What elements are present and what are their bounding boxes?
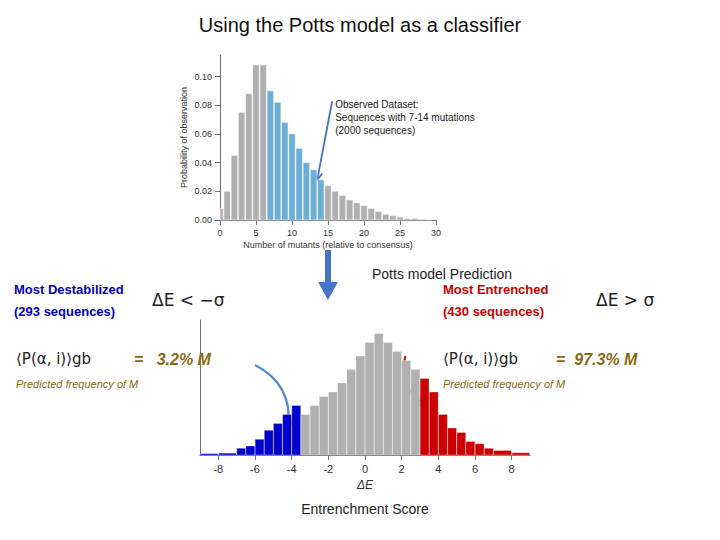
svg-text:25: 25 [395,228,405,238]
svg-text:(293 sequences): (293 sequences) [14,304,115,319]
svg-text:Sequences with 7-14 mutations: Sequences with 7-14 mutations [335,112,475,123]
svg-text:0.08: 0.08 [194,100,212,110]
svg-text:Using the Potts model as a cla: Using the Potts model as a classifier [199,14,522,36]
svg-text:⟨P(α, i)⟩gb: ⟨P(α, i)⟩gb [443,350,518,368]
svg-text:30: 30 [431,228,441,238]
svg-text:Predicted frequency of M: Predicted frequency of M [16,378,139,390]
svg-text:2: 2 [399,463,405,475]
svg-text:-2: -2 [323,463,333,475]
svg-text:0.04: 0.04 [194,158,212,168]
svg-text:Probability of observation: Probability of observation [179,87,189,188]
svg-text:ΔE: ΔE [356,478,374,492]
svg-text:Potts model Prediction: Potts model Prediction [372,266,512,282]
svg-text:6: 6 [472,463,478,475]
svg-text:0: 0 [217,228,222,238]
svg-text:10: 10 [287,228,297,238]
svg-text:0: 0 [362,463,368,475]
svg-text:ΔE < −σ: ΔE < −σ [152,290,225,310]
svg-text:0.00: 0.00 [194,215,212,225]
svg-text:4: 4 [435,463,441,475]
svg-text:15: 15 [323,228,333,238]
svg-text:20: 20 [359,228,369,238]
svg-text:⟨P(α, i)⟩gb: ⟨P(α, i)⟩gb [16,350,91,368]
svg-text:0.06: 0.06 [194,129,212,139]
svg-text:Number of mutants (relative to: Number of mutants (relative to consensus… [243,240,413,250]
svg-text:0.10: 0.10 [194,72,212,82]
svg-text:8: 8 [509,463,515,475]
svg-text:Most Entrenched: Most Entrenched [443,282,549,297]
svg-text:Predicted frequency of M: Predicted frequency of M [443,378,566,390]
svg-text:-4: -4 [287,463,297,475]
svg-text:0.02: 0.02 [194,186,212,196]
svg-text:(2000 sequences): (2000 sequences) [335,125,415,136]
svg-text:Entrenchment Score: Entrenchment Score [301,501,429,517]
svg-text:-6: -6 [250,463,260,475]
svg-text:Most Destabilized: Most Destabilized [14,282,124,297]
svg-text:Observed Dataset:: Observed Dataset: [335,99,418,110]
svg-text:= 3.2% M: = 3.2% M [134,351,212,368]
svg-text:ΔE > σ: ΔE > σ [596,290,654,310]
svg-text:(430 sequences): (430 sequences) [443,304,544,319]
svg-text:= 97.3% M: = 97.3% M [556,351,638,368]
svg-text:5: 5 [253,228,258,238]
svg-text:-8: -8 [213,463,223,475]
